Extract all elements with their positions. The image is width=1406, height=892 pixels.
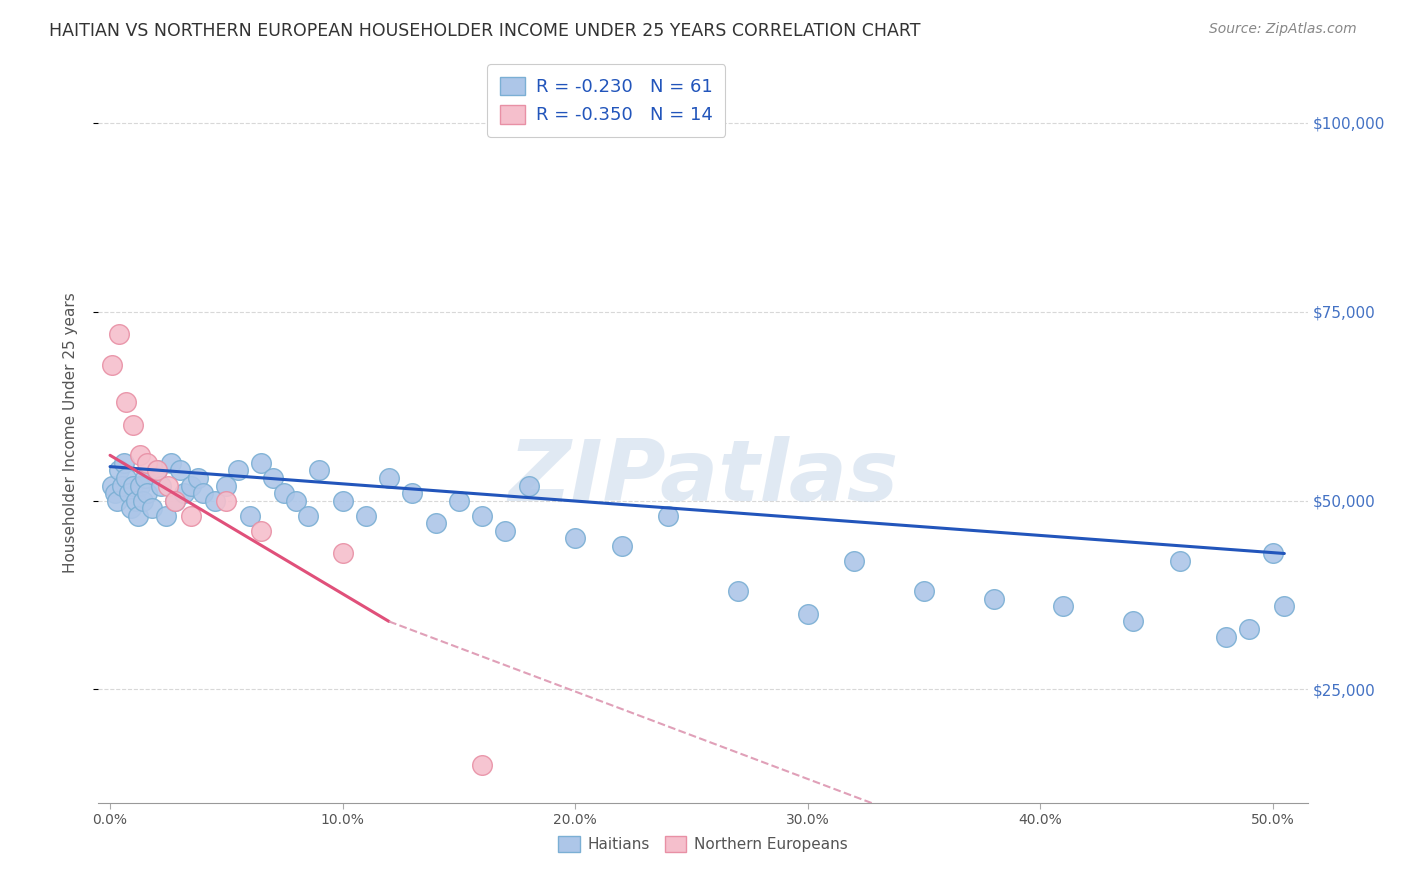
Point xyxy=(796,607,818,621)
Point xyxy=(378,471,401,485)
Point xyxy=(173,486,195,500)
Point xyxy=(297,508,319,523)
Point xyxy=(129,478,152,492)
Point xyxy=(1052,599,1074,614)
Point xyxy=(141,501,163,516)
Point xyxy=(1168,554,1191,568)
Point xyxy=(187,471,209,485)
Point xyxy=(129,448,152,462)
Point xyxy=(127,508,149,523)
Point xyxy=(471,508,494,523)
Point xyxy=(494,524,516,538)
Point xyxy=(180,478,202,492)
Text: Source: ZipAtlas.com: Source: ZipAtlas.com xyxy=(1209,22,1357,37)
Point xyxy=(215,493,238,508)
Point xyxy=(124,493,146,508)
Point xyxy=(1122,615,1144,629)
Y-axis label: Householder Income Under 25 years: Householder Income Under 25 years xyxy=(63,293,77,573)
Point xyxy=(983,591,1005,606)
Point xyxy=(332,493,354,508)
Point xyxy=(120,501,142,516)
Point xyxy=(912,584,935,599)
Point xyxy=(136,486,159,500)
Point xyxy=(204,493,226,508)
Point xyxy=(165,493,187,508)
Point xyxy=(332,547,354,561)
Legend: Haitians, Northern Europeans: Haitians, Northern Europeans xyxy=(553,830,853,858)
Point xyxy=(131,493,153,508)
Point xyxy=(159,456,181,470)
Point xyxy=(226,463,249,477)
Point xyxy=(447,493,470,508)
Point xyxy=(180,508,202,523)
Point xyxy=(657,508,679,523)
Text: ZIPatlas: ZIPatlas xyxy=(508,435,898,518)
Point xyxy=(215,478,238,492)
Point xyxy=(250,456,273,470)
Point xyxy=(1239,622,1261,636)
Point xyxy=(157,478,180,492)
Point xyxy=(101,358,124,372)
Point xyxy=(115,471,138,485)
Point xyxy=(239,508,262,523)
Point xyxy=(727,584,749,599)
Point xyxy=(471,758,494,772)
Point xyxy=(136,456,159,470)
Point xyxy=(354,508,377,523)
Point xyxy=(844,554,866,568)
Point xyxy=(104,486,127,500)
Point xyxy=(1215,630,1237,644)
Point xyxy=(101,478,124,492)
Point xyxy=(165,493,187,508)
Point xyxy=(401,486,423,500)
Point xyxy=(108,463,131,477)
Point xyxy=(250,524,273,538)
Point xyxy=(111,478,134,492)
Point xyxy=(145,463,167,477)
Point xyxy=(564,532,586,546)
Point xyxy=(425,516,447,531)
Point xyxy=(1272,599,1295,614)
Point xyxy=(155,508,177,523)
Point xyxy=(145,463,167,477)
Point xyxy=(134,471,156,485)
Point xyxy=(273,486,295,500)
Text: HAITIAN VS NORTHERN EUROPEAN HOUSEHOLDER INCOME UNDER 25 YEARS CORRELATION CHART: HAITIAN VS NORTHERN EUROPEAN HOUSEHOLDER… xyxy=(49,22,921,40)
Point xyxy=(1261,547,1284,561)
Point xyxy=(285,493,308,508)
Point xyxy=(108,327,131,342)
Point xyxy=(122,478,145,492)
Point xyxy=(112,456,135,470)
Point xyxy=(118,486,141,500)
Point xyxy=(517,478,540,492)
Point xyxy=(308,463,330,477)
Point xyxy=(122,418,145,433)
Point xyxy=(169,463,191,477)
Point xyxy=(610,539,633,553)
Point xyxy=(115,395,138,409)
Point xyxy=(262,471,284,485)
Point xyxy=(150,478,173,492)
Point xyxy=(191,486,214,500)
Point xyxy=(105,493,128,508)
